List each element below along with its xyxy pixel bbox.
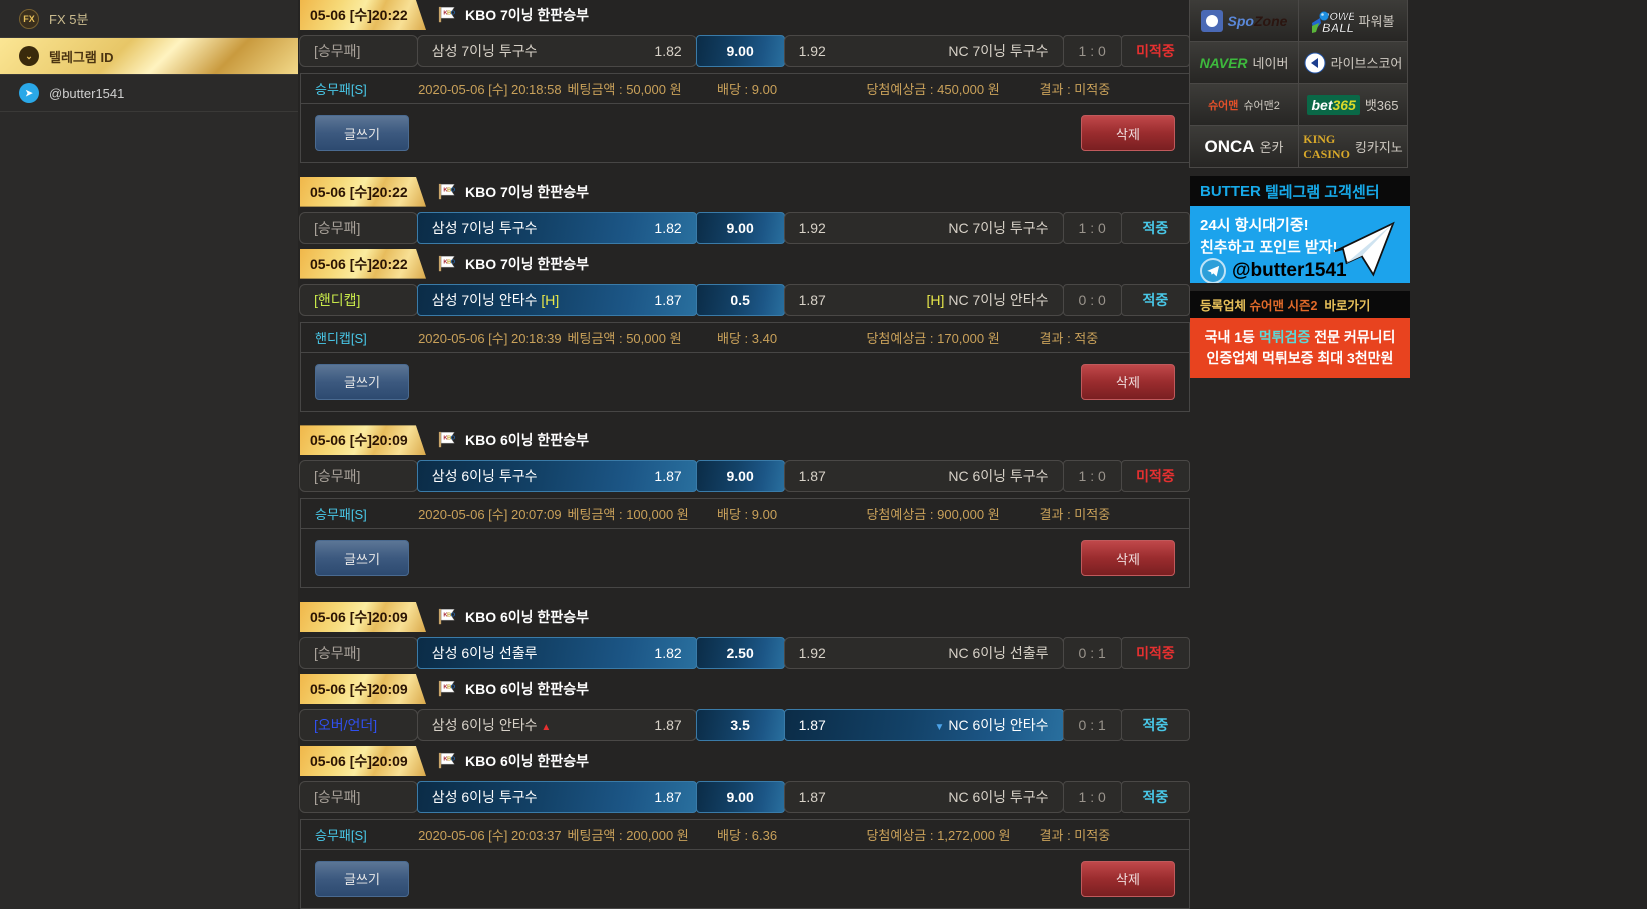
svg-text:O: O xyxy=(451,436,456,442)
svg-text:O: O xyxy=(451,613,456,619)
svg-text:O: O xyxy=(451,187,456,193)
svg-text:O: O xyxy=(451,11,456,17)
svg-text:O: O xyxy=(451,757,456,763)
svg-text:O: O xyxy=(451,685,456,691)
svg-text:BALL: BALL xyxy=(1322,21,1354,34)
svg-text:O: O xyxy=(451,259,456,265)
